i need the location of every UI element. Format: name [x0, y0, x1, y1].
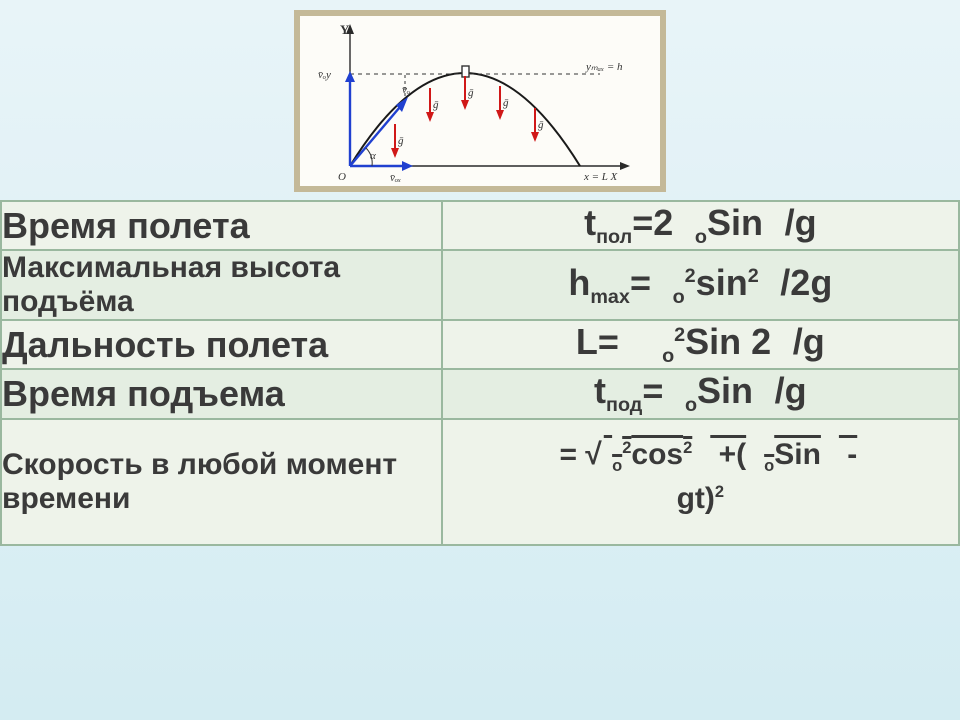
axis-x-label: x = L X [583, 171, 618, 183]
v0x-label: v̄ₒₓ [390, 172, 401, 184]
formula-range: L=o2Sin 2/g [442, 320, 959, 369]
ymax-label: yₘₐₓ = h [585, 61, 623, 73]
table-row: Время подъема tпод=oSin/g [1, 369, 959, 418]
origin-label: O [338, 171, 346, 183]
svg-text:ḡ: ḡ [538, 119, 544, 131]
svg-text:ḡ: ḡ [468, 87, 474, 99]
table-row: Максимальная высота подъёма hmax=o2sin2/… [1, 250, 959, 320]
diagram-area: Y x = L X O yₘₐₓ = h v̄ₒ [0, 0, 960, 200]
page-root: Y x = L X O yₘₐₓ = h v̄ₒ [0, 0, 960, 720]
formula-flight-time: tпол=2oSin/g [442, 201, 959, 250]
svg-text:ḡ: ḡ [398, 135, 404, 147]
v0-label: v̄ₒ [402, 84, 410, 96]
label-velocity-any: Скорость в любой момент времени [1, 419, 442, 545]
formula-table: Время полета tпол=2oSin/g Максимальная в… [0, 200, 960, 546]
formula-velocity-any: = √ o2cos2 +(oSin - gt)2 [442, 419, 959, 545]
label-rise-time: Время подъема [1, 369, 442, 418]
axis-y-label: Y [340, 22, 350, 37]
table-row: Время полета tпол=2oSin/g [1, 201, 959, 250]
label-max-height: Максимальная высота подъёма [1, 250, 442, 320]
label-flight-time: Время полета [1, 201, 442, 250]
formula-rise-time: tпод=oSin/g [442, 369, 959, 418]
label-range: Дальность полета [1, 320, 442, 369]
trajectory-svg: Y x = L X O yₘₐₓ = h v̄ₒ [300, 16, 660, 186]
table-row: Скорость в любой момент времени = √ o2co… [1, 419, 959, 545]
trajectory-diagram: Y x = L X O yₘₐₓ = h v̄ₒ [294, 10, 666, 192]
svg-text:ḡ: ḡ [433, 99, 439, 111]
formula-max-height: hmax=o2sin2/2g [442, 250, 959, 320]
alpha-label: α [370, 150, 376, 162]
svg-text:ḡ: ḡ [503, 97, 509, 109]
gravity-vectors: ḡ ḡ ḡ ḡ [391, 76, 544, 158]
v0y-label: v̄ₒy [318, 69, 331, 81]
table-row: Дальность полета L=o2Sin 2/g [1, 320, 959, 369]
